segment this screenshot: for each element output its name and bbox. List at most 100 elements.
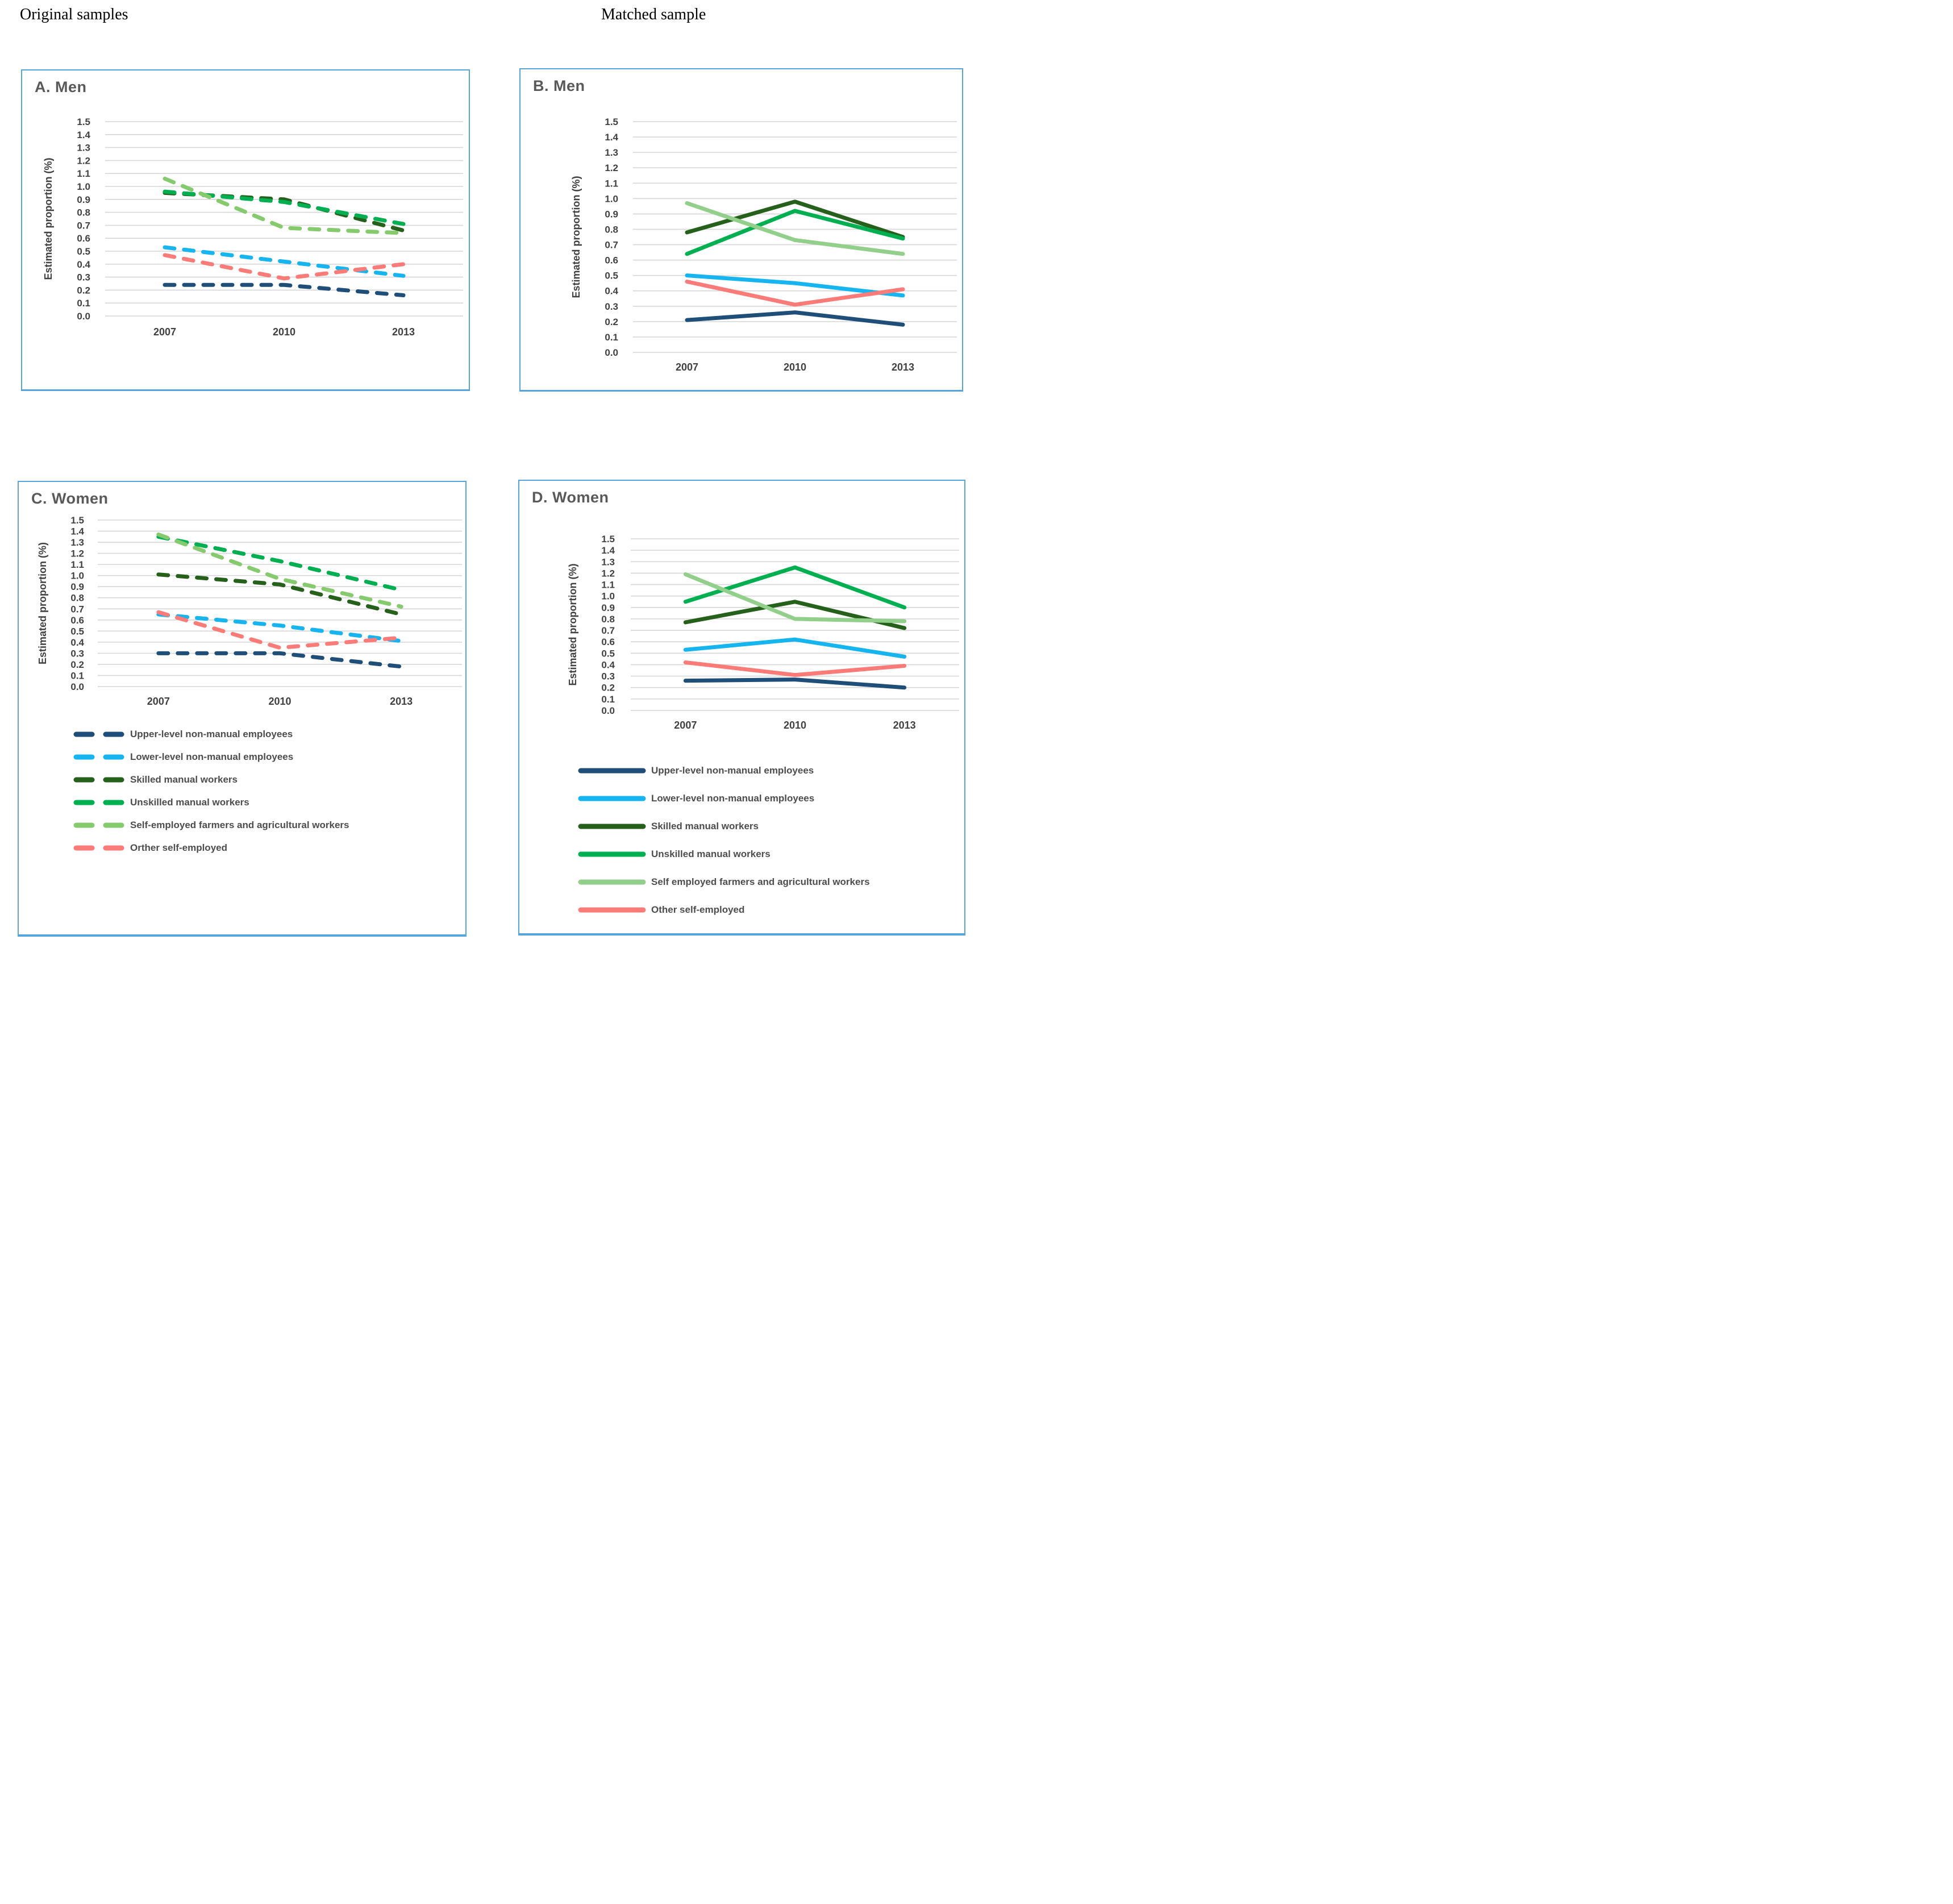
y-tick-label: 1.5 [77,117,90,127]
x-tick-label-2010: 2010 [268,696,291,707]
series-line-other-self-employed [683,660,907,677]
y-tick-label: 0.8 [601,614,615,625]
legend-item-label: Upper-level non-manual employees [651,765,814,776]
legend-line-sample [578,768,646,774]
panel-b-men-matched: B. Men 1.5 1.4 1.3 1.2 1.1 1.0 0.9 0.8 0.7 0.6 0.5… [519,68,963,392]
y-tick-label: 0.4 [77,259,90,270]
y-tick-label: 0.1 [70,670,84,681]
y-tick-label: 0.2 [601,683,615,693]
legend-item: Upper-level non-manual employees [577,764,814,778]
legend-item: Self employed farmers and agricultural w… [577,875,870,889]
y-tick-label: 0.4 [605,286,618,297]
chart-a-svg: 1.5 1.4 1.3 1.2 1.1 1.0 0.9 0.8 0.7 0.6 0.5 0.4 0.3 0… [43,117,463,338]
y-tick-label: 1.5 [605,117,618,127]
y-tick-label: 1.1 [601,580,615,591]
series-line-orther-self-employed [163,253,406,281]
y-tick-label: 0.2 [77,285,90,296]
y-tick-label: 0.5 [605,271,618,281]
series-line-upper-level-non-manual-employees [163,282,406,298]
x-tick-label-2007: 2007 [676,361,698,373]
y-tick-label: 0.1 [77,298,90,309]
series-line-upper-level-non-manual-employees [156,651,403,669]
x-tick-label-2013: 2013 [893,720,916,731]
y-tick-label: 1.0 [601,591,615,602]
series-line-upper-level-non-manual-employees [683,677,907,690]
legend-item-label: Orther self-employed [130,842,227,853]
y-tick-label: 1.4 [77,130,90,140]
series-line-self-employed-farmers-and-agricultural-workers [683,572,907,623]
y-tick-label: 1.4 [70,526,84,537]
legend-item-label: Other self-employed [651,904,745,915]
y-tick-label: 1.5 [601,534,615,544]
legend-line-sample [73,777,124,783]
series-line-skilled-manual-workers [685,199,905,239]
y-tick-label: 0.2 [70,659,84,670]
y-tick-label: 0.3 [601,671,615,682]
x-tick-label-2007: 2007 [147,696,170,707]
legend-item-label: Skilled manual workers [651,821,759,832]
y-tick-label: 0.6 [70,615,84,626]
x-tick-label-2013: 2013 [392,326,415,338]
panel-b-title: B. Men [533,77,585,94]
legend-line-sample [578,796,646,801]
legend-item-label: Lower-level non-manual employees [130,751,294,762]
y-tick-label: 1.2 [601,568,615,579]
y-tick-label: 0.0 [70,681,84,692]
x-tick-label-2010: 2010 [784,720,806,731]
y-tick-label: 0.7 [601,625,615,636]
legend-item-label: Skilled manual workers [130,774,238,785]
y-tick-label: 1.0 [77,181,90,192]
y-tick-label: 1.2 [70,548,84,559]
series-line-unskilled-manual-workers [163,189,406,226]
y-tick-label: 1.1 [77,168,90,179]
series-line-lower-level-non-manual-employees [156,612,403,643]
y-tick-label: 1.0 [70,571,84,581]
y-tick-label: 1.3 [605,147,618,158]
x-tick-label-2007: 2007 [153,326,176,338]
y-tick-label: 1.2 [605,163,618,173]
series-line-lower-level-non-manual-employees [163,245,406,278]
x-tick-label-2007: 2007 [674,720,697,731]
x-tick-label-2013: 2013 [390,696,413,707]
legend-item-label: Self employed farmers and agricultural w… [651,876,870,887]
y-tick-label: 0.1 [605,332,618,343]
y-tick-label: 1.3 [70,537,84,548]
y-tick-label: 0.9 [605,209,618,219]
y-tick-label: 0.5 [70,626,84,637]
series-line-self-employed-farmers-and-agricultural-workers [156,532,403,609]
y-tick-label: 0.6 [601,637,615,647]
series-line-unskilled-manual-workers [156,534,403,592]
y-tick-label: 0.9 [77,194,90,205]
legend-line-sample [73,845,124,851]
y-tick-label: 1.4 [601,545,615,556]
panel-a-title: A. Men [35,78,87,95]
y-tick-label: 1.0 [605,193,618,204]
column-header-matched-sample: Matched sample [601,6,706,23]
series-line-upper-level-non-manual-employees [685,310,905,327]
legend-line-sample [578,879,646,885]
y-tick-label: 1.3 [77,143,90,153]
series-line-self-employed-farmers-and-agricultural-workers [685,201,905,256]
legend-line-sample [73,754,124,760]
y-tick-label: 1.5 [70,515,84,526]
y-tick-label: 0.4 [70,637,84,648]
y-tick-label: 1.3 [601,556,615,567]
legend-item: Unskilled manual workers [577,847,771,861]
legend-line-sample [578,824,646,829]
legend-item-label: Unskilled manual workers [651,849,771,859]
legend-line-sample [73,800,124,805]
panel-a-men-original: A. Men 1.5 1.4 1.3 1.2 1.1 1.0 0.9 0.8 0.7 0.6 0.5… [21,69,470,391]
chart-c-svg: 1.51.41.31.21.11.00.90.80.70.60.50.40.30… [37,515,462,707]
legend-item: Skilled manual workers [73,773,238,787]
series-line-lower-level-non-manual-employees [685,273,905,298]
y-tick-label: 0.6 [77,233,90,244]
series-line-other-self-employed [685,279,905,307]
y-tick-label: 0.7 [70,604,84,614]
chart-d-svg: 1.51.41.31.21.11.00.90.80.70.60.50.40.30… [567,534,959,731]
y-tick-label: 0.9 [601,602,615,613]
chart-b-svg: 1.5 1.4 1.3 1.2 1.1 1.0 0.9 0.8 0.7 0.6 0.5 0.4 0.3 0… [571,117,957,373]
y-tick-label: 0.5 [77,246,90,257]
legend-line-sample [73,731,124,737]
y-tick-label: 0.8 [70,593,84,604]
y-tick-label: 0.8 [77,207,90,218]
